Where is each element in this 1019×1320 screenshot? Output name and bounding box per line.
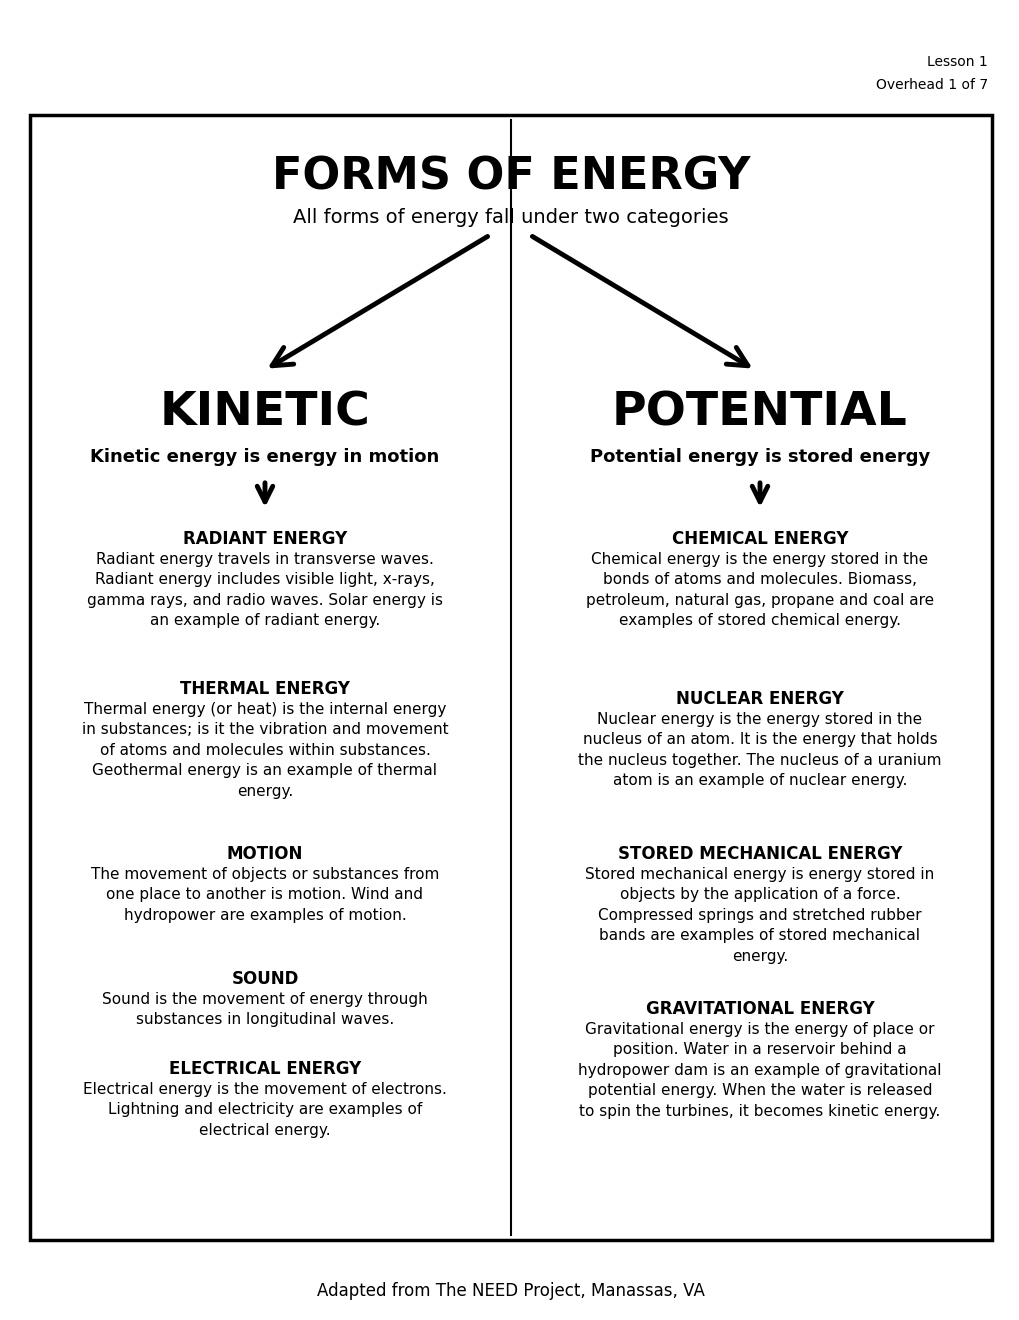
- Text: FORMS OF ENERGY: FORMS OF ENERGY: [271, 154, 749, 198]
- Text: Overhead 1 of 7: Overhead 1 of 7: [875, 78, 987, 92]
- Text: NUCLEAR ENERGY: NUCLEAR ENERGY: [676, 690, 843, 708]
- Text: Potential energy is stored energy: Potential energy is stored energy: [589, 447, 929, 466]
- Text: THERMAL ENERGY: THERMAL ENERGY: [179, 680, 350, 698]
- Text: Adapted from The NEED Project, Manassas, VA: Adapted from The NEED Project, Manassas,…: [317, 1282, 704, 1300]
- Text: Kinetic energy is energy in motion: Kinetic energy is energy in motion: [91, 447, 439, 466]
- Text: Electrical energy is the movement of electrons.
Lightning and electricity are ex: Electrical energy is the movement of ele…: [83, 1082, 446, 1138]
- Text: Gravitational energy is the energy of place or
position. Water in a reservoir be: Gravitational energy is the energy of pl…: [578, 1022, 941, 1118]
- Bar: [30, 115, 991, 1239]
- Text: SOUND: SOUND: [231, 970, 299, 987]
- Text: RADIANT ENERGY: RADIANT ENERGY: [182, 531, 346, 548]
- Text: ELECTRICAL ENERGY: ELECTRICAL ENERGY: [169, 1060, 361, 1078]
- Text: The movement of objects or substances from
one place to another is motion. Wind : The movement of objects or substances fr…: [91, 867, 439, 923]
- Text: Lesson 1: Lesson 1: [926, 55, 987, 69]
- Text: Chemical energy is the energy stored in the
bonds of atoms and molecules. Biomas: Chemical energy is the energy stored in …: [585, 552, 933, 628]
- Text: All forms of energy fall under two categories: All forms of energy fall under two categ…: [292, 209, 729, 227]
- Text: CHEMICAL ENERGY: CHEMICAL ENERGY: [672, 531, 848, 548]
- Text: Radiant energy travels in transverse waves.
Radiant energy includes visible ligh: Radiant energy travels in transverse wav…: [87, 552, 442, 628]
- Text: Thermal energy (or heat) is the internal energy
in substances; is it the vibrati: Thermal energy (or heat) is the internal…: [82, 702, 448, 799]
- Text: STORED MECHANICAL ENERGY: STORED MECHANICAL ENERGY: [618, 845, 902, 863]
- Text: Sound is the movement of energy through
substances in longitudinal waves.: Sound is the movement of energy through …: [102, 993, 427, 1027]
- Text: GRAVITATIONAL ENERGY: GRAVITATIONAL ENERGY: [645, 1001, 873, 1018]
- Text: KINETIC: KINETIC: [159, 389, 370, 436]
- Text: Stored mechanical energy is energy stored in
objects by the application of a for: Stored mechanical energy is energy store…: [585, 867, 933, 964]
- Text: Nuclear energy is the energy stored in the
nucleus of an atom. It is the energy : Nuclear energy is the energy stored in t…: [578, 711, 941, 788]
- Text: MOTION: MOTION: [226, 845, 303, 863]
- Text: POTENTIAL: POTENTIAL: [611, 389, 907, 436]
